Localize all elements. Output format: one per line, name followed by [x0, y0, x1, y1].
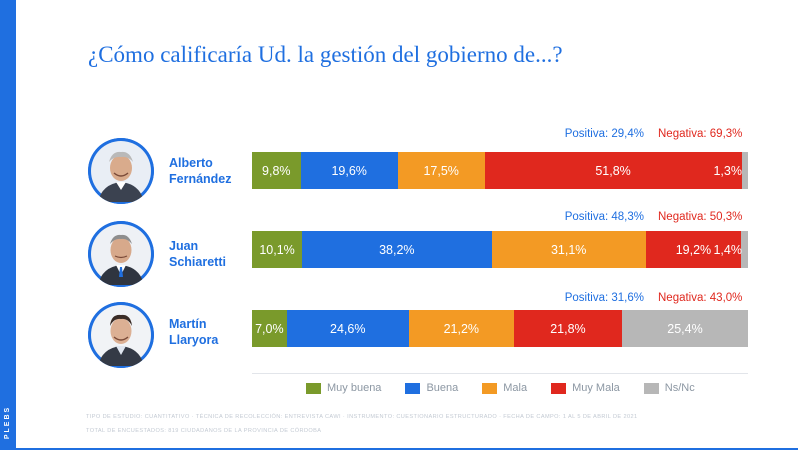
avatar-alberto-fernandez	[88, 138, 154, 204]
bar-segment-muy-mala: 21,8%	[513, 310, 622, 347]
bar-segment-ns-nc: 1,4%	[713, 231, 748, 268]
chart-legend: Muy buena Buena Mala Muy Mala Ns/Nc	[306, 382, 695, 394]
bar-segment-muy-buena: 7,0%	[252, 310, 287, 347]
negative-summary: Negativa: 50,3%	[658, 211, 743, 223]
chart-row-alberto-fernandez: Positiva: 29,4% Negativa: 69,3% Alberto …	[0, 128, 798, 208]
bar-value-label: 19,2%	[675, 242, 712, 257]
legend-swatch	[643, 382, 659, 394]
legend-label: Buena	[426, 382, 459, 394]
bar-value-label: 19,6%	[331, 163, 367, 178]
bar-segment-mala: 17,5%	[397, 152, 485, 189]
footnote-methodology: TIPO DE ESTUDIO: CUANTITATIVO · TÉCNICA …	[86, 414, 638, 420]
person-name: Juan Schiaretti	[169, 238, 251, 270]
bar-segment-ns-nc: 25,4%	[622, 310, 748, 347]
legend-label: Muy Mala	[572, 382, 620, 394]
legend-swatch	[551, 382, 567, 394]
bar-value-label: 21,2%	[443, 321, 480, 336]
avatar-martin-llaryora	[88, 302, 154, 368]
chart-row-martin-llaryora: Positiva: 31,6% Negativa: 43,0% Martín L…	[0, 292, 798, 372]
person-last-name: Llaryora	[169, 333, 219, 347]
legend-swatch	[482, 382, 498, 394]
negative-summary: Negativa: 69,3%	[658, 128, 743, 140]
person-first-name: Juan	[169, 239, 199, 253]
bar-value-label: 31,1%	[550, 242, 587, 257]
legend-divider	[252, 373, 748, 374]
bar-value-label: 10,1%	[259, 242, 295, 257]
legend-swatch	[405, 382, 421, 394]
positive-summary: Positiva: 48,3%	[564, 211, 644, 223]
bottom-rule	[0, 448, 798, 450]
brand-logo: PLEBS	[4, 405, 12, 439]
brand-sidebar	[0, 0, 16, 450]
bar-segment-buena: 38,2%	[302, 231, 492, 268]
chart-title: ¿Cómo calificaría Ud. la gestión del gob…	[88, 42, 563, 67]
bar-segment-buena: 19,6%	[300, 152, 398, 189]
legend-label: Mala	[503, 382, 528, 394]
bar-segment-muy-mala: 51,8%	[484, 152, 742, 189]
legend-label: Ns/Nc	[664, 382, 695, 394]
portrait-icon	[88, 302, 154, 368]
negative-summary: Negativa: 43,0%	[658, 292, 743, 304]
bar-value-label: 1,3%	[713, 163, 742, 178]
bar-value-label: 1,4%	[713, 242, 742, 257]
person-first-name: Martín	[169, 317, 207, 331]
chart-row-juan-schiaretti: Positiva: 48,3% Negativa: 50,3% Juan Sch…	[0, 211, 798, 291]
legend-label: Muy buena	[327, 382, 382, 394]
bar-value-label: 24,6%	[330, 321, 366, 336]
bar-value-label: 51,8%	[595, 163, 631, 178]
avatar-juan-schiaretti	[88, 221, 154, 287]
bar-value-label: 17,5%	[423, 163, 459, 178]
bar-value-label: 38,2%	[379, 242, 415, 257]
positive-summary: Positiva: 31,6%	[564, 292, 644, 304]
bar-value-label: 9,8%	[262, 163, 291, 178]
legend-item-ns-nc: Ns/Nc	[643, 382, 695, 394]
portrait-icon	[88, 138, 154, 204]
bar-value-label: 25,4%	[667, 321, 703, 336]
positive-summary: Positiva: 29,4%	[564, 128, 644, 140]
footnote-sample: TOTAL DE ENCUESTADOS: 819 CIUDADANOS DE …	[86, 428, 322, 434]
legend-swatch	[306, 382, 321, 394]
person-last-name: Fernández	[169, 172, 232, 186]
bar-value-label: 21,8%	[550, 321, 586, 336]
stacked-bar: 10,1% 38,2% 31,1% 19,2% 1,4%	[252, 231, 748, 268]
person-name: Martín Llaryora	[169, 316, 251, 348]
bar-segment-mala: 21,2%	[408, 310, 514, 347]
person-last-name: Schiaretti	[169, 255, 226, 269]
stacked-bar: 9,8% 19,6% 17,5% 51,8% 1,3%	[252, 152, 748, 189]
person-first-name: Alberto	[169, 156, 213, 170]
person-name: Alberto Fernández	[169, 155, 251, 187]
bar-segment-muy-buena: 10,1%	[252, 231, 303, 268]
portrait-icon	[88, 221, 154, 287]
legend-item-buena: Buena	[405, 382, 458, 394]
bar-segment-ns-nc: 1,3%	[713, 152, 748, 189]
bar-segment-buena: 24,6%	[286, 310, 409, 347]
stacked-bar: 7,0% 24,6% 21,2% 21,8% 25,4%	[252, 310, 748, 347]
legend-item-mala: Mala	[482, 382, 527, 394]
bar-segment-muy-buena: 9,8%	[252, 152, 301, 189]
bar-segment-muy-mala: 19,2%	[645, 231, 742, 268]
bar-value-label: 7,0%	[255, 321, 284, 336]
bar-segment-mala: 31,1%	[491, 231, 646, 268]
legend-item-muy-buena: Muy buena	[306, 382, 381, 394]
legend-item-muy-mala: Muy Mala	[551, 382, 620, 394]
